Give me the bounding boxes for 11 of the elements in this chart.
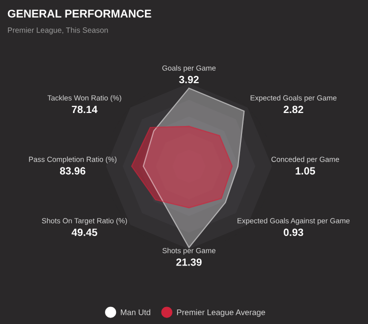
legend-label: Premier League Average bbox=[177, 309, 266, 317]
text: 0.93 bbox=[284, 228, 304, 236]
text: 83.96 bbox=[60, 167, 86, 175]
text: 1.05 bbox=[296, 167, 316, 175]
chart-title: GENERAL PERFORMANCE bbox=[8, 10, 152, 18]
text: 78.14 bbox=[72, 106, 98, 114]
text: 21.39 bbox=[176, 258, 202, 266]
text: 3.92 bbox=[179, 76, 199, 84]
text: 49.45 bbox=[72, 228, 98, 236]
text: 2.82 bbox=[284, 106, 304, 114]
legend-label: Man Utd bbox=[120, 309, 150, 316]
